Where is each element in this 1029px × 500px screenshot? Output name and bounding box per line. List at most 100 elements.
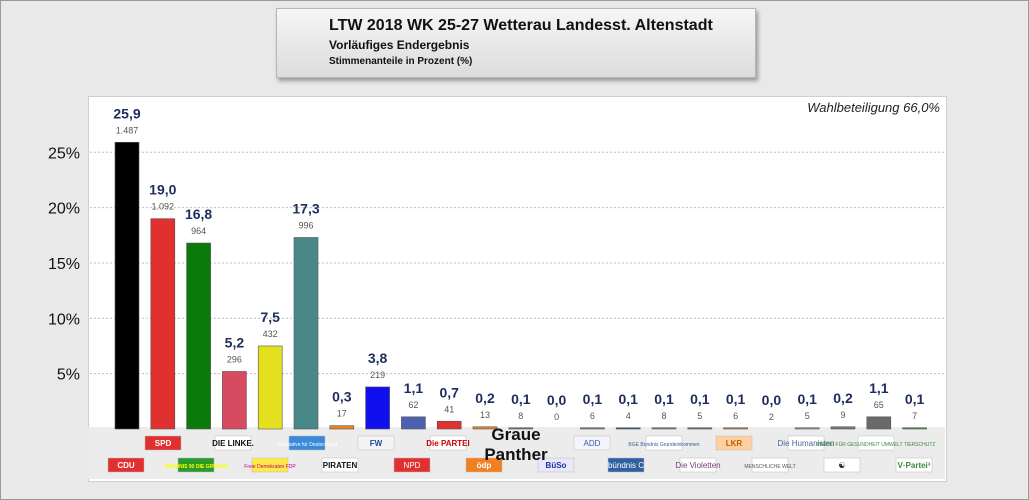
value-label: 0,0: [762, 392, 782, 408]
votes-label: 17: [337, 409, 347, 419]
party-logo: [537, 457, 575, 473]
bar: [436, 420, 462, 430]
party-logo-text: Panther: [484, 445, 548, 464]
bar: [830, 426, 856, 430]
bar: [651, 427, 677, 430]
value-label: 17,3: [292, 200, 319, 216]
party-logo: [288, 435, 326, 451]
party-logo-text: NPD: [404, 461, 421, 470]
party-logo: [645, 435, 683, 451]
bar: [114, 141, 140, 430]
bar: [687, 427, 713, 430]
votes-label: 432: [263, 329, 278, 339]
party-logo: [107, 457, 145, 473]
value-label: 0,1: [618, 391, 638, 407]
party-logo-text: bündnis C: [608, 461, 644, 470]
value-label: 0,1: [654, 391, 674, 407]
y-tick-label: 15%: [48, 256, 80, 273]
party-logo-text: Graue: [491, 425, 540, 444]
party-logo-text: V·Partei³: [898, 461, 931, 470]
votes-label: 65: [874, 400, 884, 410]
votes-label: 9: [840, 410, 845, 420]
votes-label: 996: [298, 220, 313, 230]
party-logo-text: ADD: [584, 439, 601, 448]
votes-label: 219: [370, 370, 385, 380]
value-label: 0,3: [332, 389, 352, 405]
party-logo-text: BGE Bündnis Grundeinkommen: [628, 442, 699, 448]
value-label: 3,8: [368, 350, 388, 366]
title-box: LTW 2018 WK 25-27 Wetterau Landesst. Alt…: [276, 8, 756, 78]
party-logo: [715, 435, 753, 451]
party-logo-text: Die Humanisten: [778, 439, 835, 448]
chart-note: Stimmenanteile in Prozent (%): [329, 56, 473, 67]
votes-label: 8: [661, 411, 666, 421]
party-logo-text: SPD: [155, 439, 172, 448]
party-logo-text: ödp: [477, 461, 492, 470]
party-logo: [607, 457, 645, 473]
value-label: 0,7: [439, 384, 459, 400]
y-tick-label: 25%: [48, 145, 80, 162]
value-label: 0,1: [905, 391, 925, 407]
value-label: 0,1: [690, 391, 710, 407]
bar: [293, 237, 319, 430]
party-logo-text: DIE LINKE.: [212, 439, 254, 448]
votes-label: 7: [912, 411, 917, 421]
bar: [902, 427, 927, 430]
value-label: 1,1: [404, 380, 424, 396]
value-label: 0,2: [475, 390, 495, 406]
y-tick-label: 20%: [48, 201, 80, 218]
bar: [222, 371, 247, 430]
value-label: 0,1: [726, 391, 746, 407]
value-label: 1,1: [869, 380, 889, 396]
party-logo-text: FW: [370, 439, 383, 448]
party-logo: [895, 457, 933, 473]
bar: [615, 427, 641, 430]
party-logo-text: Die PARTEI: [426, 439, 469, 448]
bar: [472, 426, 498, 430]
party-logo: [573, 435, 611, 451]
party-logo-text: CDU: [117, 461, 135, 470]
y-tick-label: 5%: [57, 367, 80, 384]
value-label: 0,1: [797, 391, 817, 407]
party-logo: [177, 457, 215, 473]
party-logo-text: Freie Demokraten FDP: [244, 464, 296, 470]
bar: [150, 218, 176, 430]
votes-label: 296: [227, 354, 242, 364]
turnout-label: Wahlbeteiligung 66,0%: [807, 100, 940, 115]
votes-label: 41: [444, 404, 454, 414]
party-logo: [465, 457, 503, 473]
party-logo: [393, 457, 431, 473]
value-label: 16,8: [185, 206, 212, 222]
party-logo-text: PIRATEN: [323, 461, 358, 470]
party-logo-text: Die Violetten: [675, 461, 720, 470]
party-logo: [751, 457, 789, 473]
votes-label: 1.487: [116, 125, 139, 135]
bar: [257, 345, 283, 430]
votes-label: 8: [518, 411, 523, 421]
votes-label: 62: [408, 400, 418, 410]
party-logo-text: BÜNDNIS 90 DIE GRÜNEN: [165, 463, 228, 470]
votes-label: 5: [697, 411, 702, 421]
bar: [508, 427, 534, 430]
votes-label: 0: [554, 412, 559, 422]
party-logo: [321, 457, 359, 473]
value-label: 0,1: [583, 391, 603, 407]
votes-label: 6: [733, 411, 738, 421]
party-logo: [144, 435, 182, 451]
votes-label: 5: [805, 411, 810, 421]
party-logo: [214, 435, 252, 451]
bar: [723, 427, 748, 430]
y-tick-label: 10%: [48, 311, 80, 328]
votes-label: 4: [626, 411, 631, 421]
party-logo: [429, 435, 467, 451]
party-logo-strip: [88, 427, 945, 479]
bar: [866, 416, 892, 430]
bar: [401, 416, 426, 430]
party-logo-text: ☯: [838, 461, 845, 470]
party-logo-text: BüSo: [546, 461, 567, 470]
party-logo-text: LKR: [726, 439, 743, 448]
party-logo: [857, 435, 895, 451]
votes-label: 13: [480, 410, 490, 420]
party-logo: [787, 435, 825, 451]
